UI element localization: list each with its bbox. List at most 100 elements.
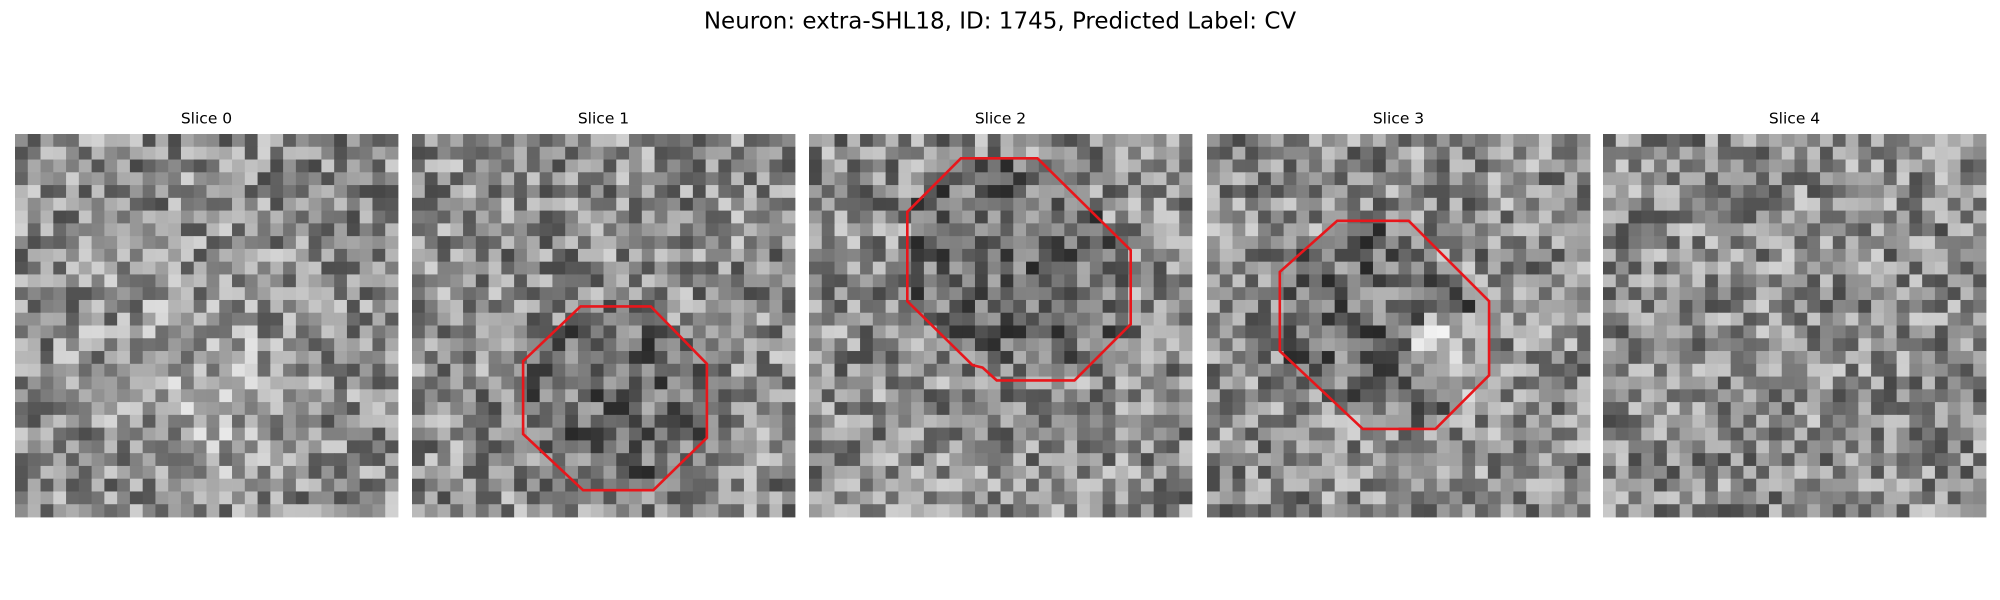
pixel: [1756, 146, 1770, 160]
pixel: [412, 172, 426, 186]
pixel: [1794, 274, 1808, 288]
pixel: [1603, 389, 1617, 403]
pixel: [552, 427, 566, 441]
pixel: [142, 389, 156, 403]
pixel: [104, 312, 118, 326]
pixel: [1309, 427, 1323, 441]
pixel: [1615, 351, 1629, 365]
pixel: [78, 312, 92, 326]
pixel: [257, 325, 271, 339]
pixel: [488, 159, 502, 173]
pixel: [1934, 376, 1949, 390]
pixel: [962, 478, 976, 492]
pixel: [385, 491, 399, 505]
pixel: [1973, 159, 1987, 173]
pixel: [206, 312, 220, 326]
pixel: [168, 261, 182, 275]
pixel: [1179, 146, 1193, 160]
pixel: [1551, 248, 1565, 263]
pixel: [821, 440, 835, 454]
pixel: [1309, 312, 1323, 326]
pixel: [743, 299, 758, 314]
pixel: [206, 159, 220, 173]
pixel: [295, 389, 310, 403]
pixel: [1909, 159, 1923, 173]
pixel: [334, 223, 348, 237]
pixel: [1730, 351, 1744, 365]
pixel: [962, 248, 976, 263]
pixel: [1717, 248, 1732, 263]
pixel: [129, 338, 144, 352]
pixel: [1603, 453, 1617, 467]
pixel: [847, 376, 861, 390]
pixel: [1347, 185, 1361, 199]
pixel: [526, 427, 541, 441]
pixel: [667, 261, 681, 275]
pixel: [667, 197, 681, 211]
panel-title: Slice 0: [181, 110, 232, 128]
pixel: [1321, 325, 1336, 339]
pixel: [1896, 440, 1910, 454]
pixel: [463, 185, 477, 199]
pixel: [1115, 210, 1129, 224]
pixel: [654, 274, 668, 288]
pixel: [91, 453, 105, 467]
pixel: [1258, 440, 1272, 454]
pixel: [872, 197, 886, 211]
pixel: [1577, 185, 1591, 199]
pixel: [705, 376, 719, 390]
pixel: [692, 440, 707, 454]
pixel: [1385, 248, 1399, 263]
pixel: [1692, 351, 1706, 365]
pixel: [654, 134, 668, 148]
pixel: [1679, 287, 1693, 301]
pixel: [692, 185, 707, 199]
pixel: [821, 146, 835, 160]
pixel: [155, 376, 169, 390]
pixel: [1166, 248, 1180, 263]
pixel: [1934, 185, 1949, 199]
pixel: [334, 134, 348, 148]
pixel: [923, 197, 938, 211]
pixel: [911, 427, 925, 441]
pixel: [667, 504, 681, 518]
pixel: [334, 287, 348, 301]
pixel: [1026, 248, 1040, 263]
pixel: [424, 376, 438, 390]
pixel: [1564, 210, 1578, 224]
pixel: [974, 312, 989, 326]
pixel: [1756, 248, 1770, 263]
pixel: [206, 402, 220, 416]
pixel: [1128, 210, 1142, 224]
pixel: [654, 299, 668, 314]
pixel: [1207, 312, 1221, 326]
pixel: [1102, 376, 1116, 390]
pixel: [809, 325, 823, 339]
pixel: [603, 427, 617, 441]
pixel: [1424, 491, 1438, 505]
pixel: [424, 389, 438, 403]
pixel: [809, 312, 823, 326]
pixel: [66, 146, 80, 160]
pixel: [949, 453, 963, 467]
pixel: [66, 172, 80, 186]
pixel: [295, 414, 310, 429]
pixel: [219, 146, 233, 160]
pixel: [911, 185, 925, 199]
pixel: [463, 465, 477, 480]
pixel: [1615, 389, 1629, 403]
pixel: [821, 159, 835, 173]
pixel: [142, 312, 156, 326]
pixel: [334, 491, 348, 505]
pixel: [40, 465, 54, 480]
pixel: [1845, 338, 1859, 352]
pixel: [577, 248, 592, 263]
pixel: [1934, 427, 1949, 441]
pixel: [680, 261, 694, 275]
pixel: [142, 465, 156, 480]
pixel: [1487, 376, 1502, 390]
pixel: [1883, 427, 1898, 441]
pixel: [590, 376, 604, 390]
pixel: [1603, 414, 1617, 429]
pixel: [501, 376, 515, 390]
